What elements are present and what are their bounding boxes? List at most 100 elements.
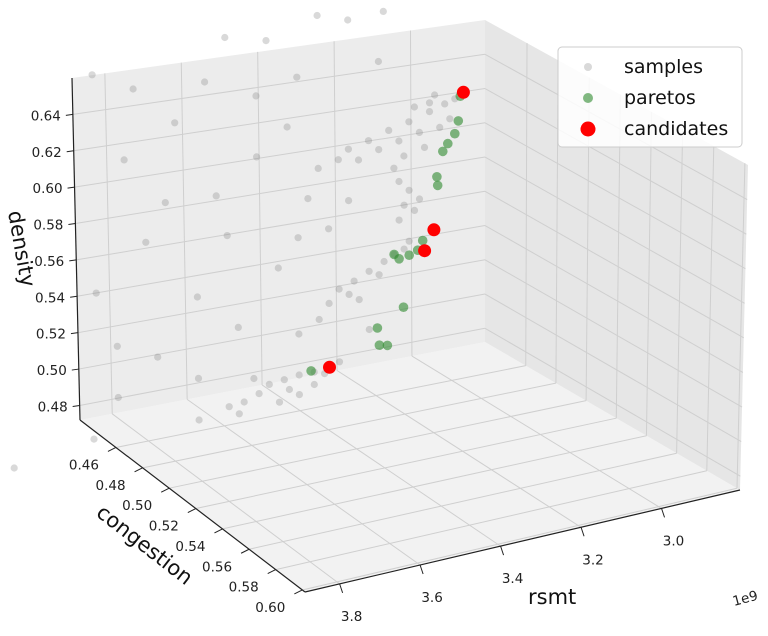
sample-point bbox=[344, 145, 352, 153]
gridline-x bbox=[261, 384, 501, 547]
gridline-y bbox=[195, 417, 617, 510]
z-tick-label: 0.54 bbox=[35, 290, 65, 306]
sample-point bbox=[410, 103, 418, 111]
sample-point bbox=[274, 264, 282, 272]
y-tick-mark bbox=[134, 467, 143, 473]
gridline-z bbox=[484, 122, 746, 270]
gridline-x bbox=[257, 51, 263, 385]
gridline-y bbox=[706, 146, 715, 471]
y-tick-label: 0.54 bbox=[175, 539, 205, 555]
z-tick-mark bbox=[68, 223, 76, 226]
gridline-z bbox=[76, 190, 486, 261]
pareto-point bbox=[389, 249, 399, 260]
gridline-y bbox=[275, 470, 707, 571]
sample-point bbox=[201, 78, 209, 86]
sample-point bbox=[280, 376, 288, 384]
sample-point bbox=[313, 11, 321, 20]
z-tick-label: 0.64 bbox=[31, 108, 61, 124]
gridline-y bbox=[736, 163, 746, 489]
x-tick-mark bbox=[500, 545, 505, 556]
sample-point bbox=[235, 410, 243, 418]
sample-point bbox=[285, 385, 293, 394]
sample-point bbox=[154, 353, 162, 361]
floor-pane bbox=[80, 342, 740, 592]
sample-point bbox=[325, 299, 333, 307]
sample-point bbox=[364, 137, 373, 145]
pareto-point bbox=[438, 146, 448, 157]
sample-point bbox=[354, 156, 363, 164]
y-tick-mark bbox=[240, 548, 250, 554]
gridline-x bbox=[411, 355, 662, 509]
y-tick-label: 0.60 bbox=[255, 600, 285, 616]
sample-point bbox=[88, 71, 96, 79]
pareto-point bbox=[432, 172, 442, 182]
sample-point bbox=[283, 123, 291, 131]
gridline-y bbox=[115, 365, 526, 448]
sample-point bbox=[113, 342, 121, 350]
sample-point bbox=[255, 390, 263, 398]
sample-point bbox=[194, 374, 203, 382]
gridline-z bbox=[73, 88, 486, 152]
sample-point bbox=[10, 464, 18, 472]
sample-point bbox=[310, 380, 318, 389]
y-axis-line bbox=[79, 419, 306, 593]
sample-point bbox=[193, 293, 201, 301]
sample-point bbox=[225, 403, 233, 411]
y-tick-label: 0.58 bbox=[229, 580, 259, 596]
sample-point bbox=[400, 152, 408, 160]
z-tick-mark bbox=[70, 332, 79, 335]
z-tick-mark bbox=[65, 113, 73, 116]
x-tick-mark bbox=[580, 527, 585, 537]
sample-point bbox=[385, 126, 393, 134]
gridline-x bbox=[104, 73, 113, 414]
sample-point bbox=[252, 92, 260, 100]
legend: samples paretos candidates bbox=[557, 46, 743, 148]
sample-point bbox=[304, 195, 312, 203]
pareto-point bbox=[450, 128, 460, 139]
sample-point bbox=[344, 16, 352, 24]
sample-point bbox=[395, 216, 403, 224]
gridline-z bbox=[78, 293, 486, 370]
sample-point bbox=[345, 197, 353, 205]
sample-point bbox=[400, 201, 408, 209]
gridline-z bbox=[484, 190, 744, 339]
gridline-x bbox=[180, 62, 188, 400]
gridline-z bbox=[484, 293, 742, 443]
legend-box bbox=[557, 46, 743, 148]
x-tick-mark bbox=[339, 583, 344, 594]
back-wall-pane bbox=[72, 20, 485, 420]
sample-point bbox=[405, 186, 413, 194]
sample-point bbox=[420, 143, 429, 151]
gridline-x bbox=[336, 370, 582, 528]
gridline-y bbox=[222, 435, 647, 530]
y-tick-mark bbox=[107, 447, 117, 452]
pareto-point bbox=[443, 138, 453, 149]
sample-point bbox=[374, 57, 382, 66]
sample-point bbox=[375, 146, 383, 154]
gridline-z bbox=[484, 156, 745, 304]
z-tick-mark bbox=[71, 368, 79, 371]
sample-point bbox=[293, 73, 301, 81]
pareto-point bbox=[372, 323, 383, 333]
sample-point bbox=[335, 358, 344, 366]
x-tick-label: 3.6 bbox=[421, 590, 442, 606]
y-tick-label: 0.56 bbox=[202, 559, 232, 575]
sample-point bbox=[142, 238, 150, 246]
sample-point bbox=[129, 85, 137, 93]
sample-point bbox=[161, 199, 169, 207]
x-tick-label: 3.2 bbox=[582, 552, 603, 568]
candidate-point bbox=[427, 223, 441, 237]
z-tick-mark bbox=[66, 150, 74, 153]
y-tick-label: 0.46 bbox=[69, 457, 99, 473]
sample-point bbox=[171, 119, 179, 127]
sample-point bbox=[223, 232, 231, 240]
sample-point bbox=[436, 123, 444, 131]
sample-point bbox=[415, 195, 424, 203]
gridline-y bbox=[615, 94, 621, 419]
gridline-z bbox=[74, 122, 486, 188]
y-tick-mark bbox=[214, 528, 223, 534]
sample-point bbox=[234, 323, 242, 331]
z-tick-mark bbox=[67, 186, 75, 189]
legend-label-samples: samples bbox=[624, 56, 703, 78]
